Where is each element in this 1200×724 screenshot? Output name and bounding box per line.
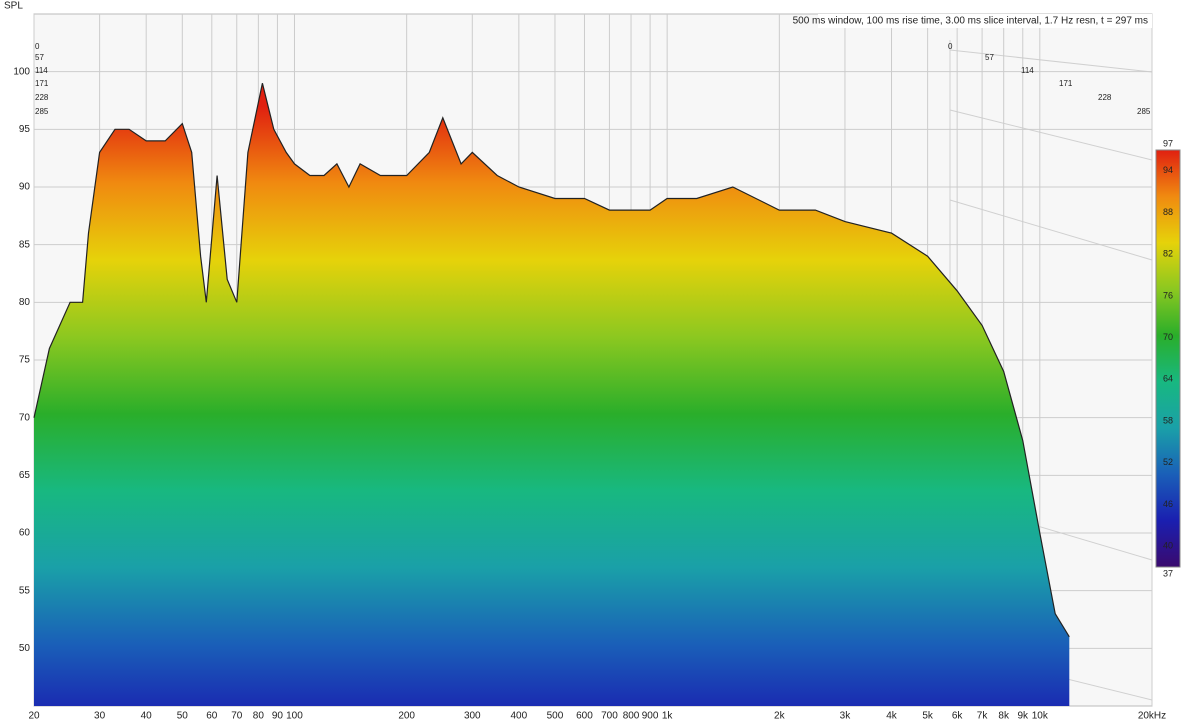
- y-tick-label: 70: [19, 412, 31, 423]
- y-tick-label: 85: [19, 239, 31, 250]
- x-tick-label: 100: [286, 711, 303, 722]
- surface-ridge: [33, 83, 1070, 638]
- colorbar-label: 76: [1163, 290, 1173, 300]
- colorbar-label: 64: [1163, 374, 1173, 384]
- surface: [33, 83, 1070, 706]
- colorbar-label: 46: [1163, 499, 1173, 509]
- x-tick-label: 200: [398, 711, 415, 722]
- colorbar-label: 40: [1163, 541, 1173, 551]
- x-tick-label: 2k: [774, 711, 786, 722]
- y-tick-label: 75: [19, 355, 31, 366]
- time-tick-label: 285: [35, 107, 49, 116]
- x-tick-label: 9k: [1017, 711, 1029, 722]
- x-tick-label: 90: [272, 711, 284, 722]
- y-tick-label: 100: [13, 66, 30, 77]
- y-tick-label: 95: [19, 124, 31, 135]
- colorbar-label: 70: [1163, 332, 1173, 342]
- x-tick-label: 800: [623, 711, 640, 722]
- x-tick-label: 300: [464, 711, 481, 722]
- y-axis-label: SPL: [4, 1, 23, 12]
- time-tick-label: 228: [35, 93, 49, 102]
- surface-area: [34, 83, 1070, 706]
- x-tick-label: 60: [206, 711, 218, 722]
- x-tick-label: 600: [576, 711, 593, 722]
- x-tick-label: 80: [253, 711, 265, 722]
- x-tick-label: 900: [642, 711, 659, 722]
- x-tick-label: 70: [231, 711, 243, 722]
- y-tick-label: 55: [19, 585, 31, 596]
- colorbar-label: 97: [1163, 138, 1173, 148]
- x-tick-label: 40: [141, 711, 153, 722]
- time-tick-label: 0: [948, 42, 953, 51]
- x-tick-label: 700: [601, 711, 618, 722]
- x-tick-label: 8k: [998, 711, 1010, 722]
- time-tick-label: 114: [35, 66, 48, 75]
- colorbar-label: 37: [1163, 568, 1173, 578]
- time-tick-label: 57: [35, 53, 44, 62]
- y-tick-label: 65: [19, 470, 31, 481]
- x-tick-label: 1k: [662, 711, 674, 722]
- time-tick-label: 0: [35, 42, 40, 51]
- y-tick-label: 60: [19, 528, 31, 539]
- time-tick-label: 228: [1098, 93, 1112, 102]
- time-tick-label: 114: [1021, 66, 1034, 75]
- colorbar-label: 52: [1163, 457, 1173, 467]
- x-tick-label: 20: [28, 711, 40, 722]
- x-tick-label: 3k: [840, 711, 852, 722]
- x-tick-label: 4k: [886, 711, 898, 722]
- title-box: [818, 14, 1152, 28]
- x-tick-label: 5k: [922, 711, 934, 722]
- y-tick-label: 90: [19, 182, 31, 193]
- x-tick-label: 50: [177, 711, 189, 722]
- colorbar: [1155, 149, 1181, 568]
- time-tick-label: 57: [985, 53, 994, 62]
- colorbar-label: 88: [1163, 207, 1173, 217]
- x-tick-label: 7k: [977, 711, 989, 722]
- time-tick-label: 171: [35, 79, 49, 88]
- time-tick-label: 285: [1137, 107, 1151, 116]
- colorbar-label: 94: [1163, 165, 1173, 175]
- x-tick-label: 30: [94, 711, 106, 722]
- x-tick-label: 6k: [952, 711, 964, 722]
- colorbar-label: 58: [1163, 415, 1173, 425]
- x-tick-label: 500: [547, 711, 564, 722]
- y-tick-label: 80: [19, 297, 31, 308]
- x-tick-label: 20kHz: [1138, 711, 1166, 722]
- x-tick-label: 10k: [1032, 711, 1049, 722]
- time-tick-label: 171: [1059, 79, 1073, 88]
- y-tick-label: 50: [19, 643, 31, 654]
- colorbar-label: 82: [1163, 249, 1173, 259]
- chart-title: 500 ms window, 100 ms rise time, 3.00 ms…: [793, 16, 1148, 27]
- x-tick-label: 400: [511, 711, 528, 722]
